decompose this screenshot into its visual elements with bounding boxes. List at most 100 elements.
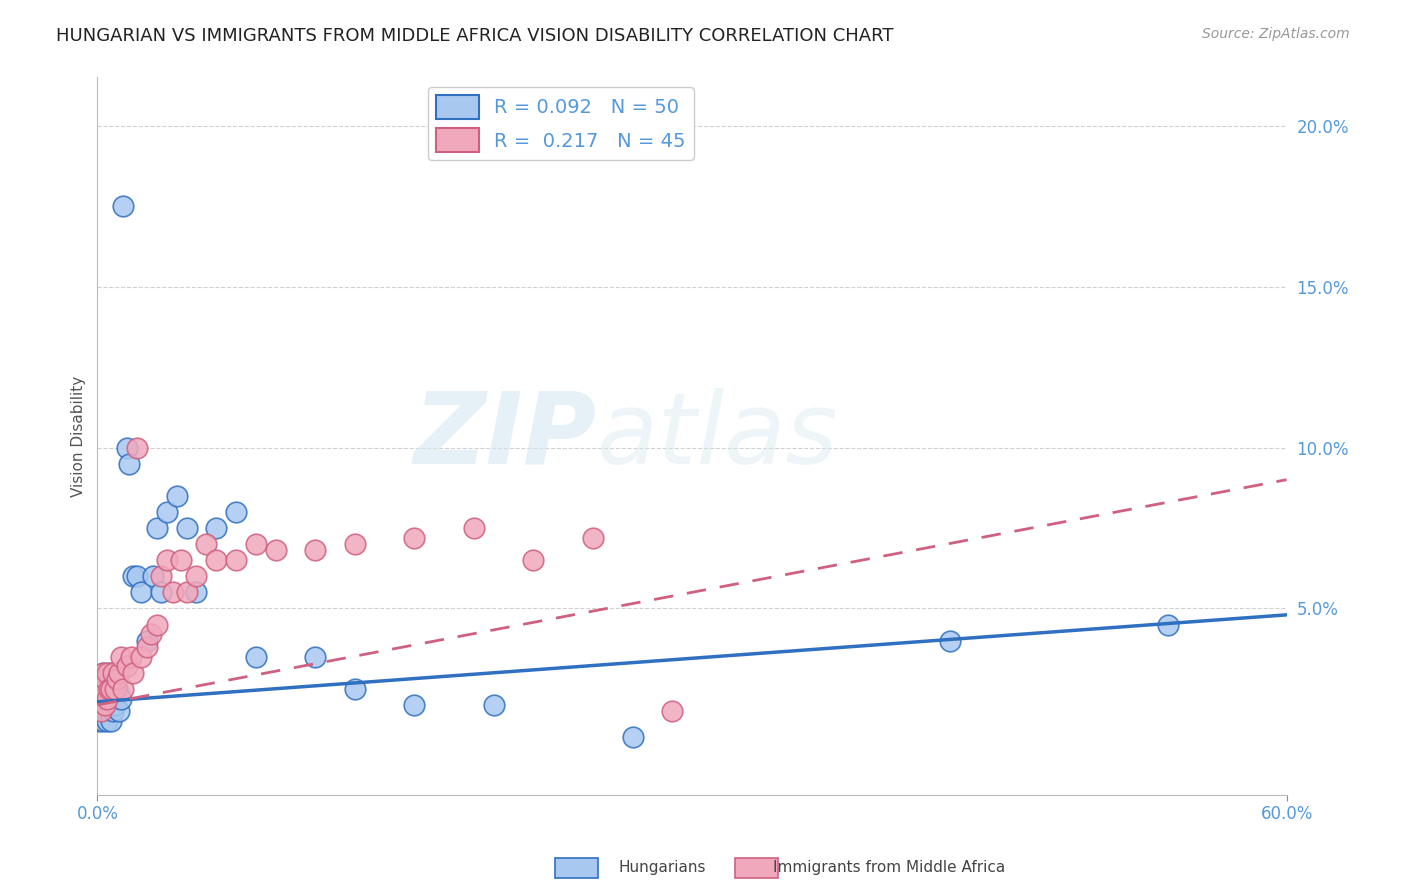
- Point: [103, 705, 125, 719]
- Point: [90, 681, 112, 696]
- Y-axis label: Vision Disability: Vision Disability: [72, 376, 86, 497]
- Point: [91, 665, 114, 680]
- Point: [522, 553, 544, 567]
- Point: [90, 691, 112, 706]
- Point: [110, 649, 132, 664]
- Legend: R = 0.092   N = 50, R =  0.217   N = 45: R = 0.092 N = 50, R = 0.217 N = 45: [429, 87, 693, 160]
- Point: [142, 569, 165, 583]
- Point: [100, 714, 122, 728]
- Point: [103, 665, 125, 680]
- Point: [621, 730, 644, 744]
- Point: [94, 691, 117, 706]
- Point: [100, 691, 122, 706]
- Point: [115, 659, 138, 673]
- Point: [156, 553, 179, 567]
- Point: [94, 705, 117, 719]
- Point: [96, 698, 118, 712]
- Point: [105, 681, 128, 696]
- Point: [661, 705, 683, 719]
- Point: [91, 681, 114, 696]
- Point: [91, 681, 114, 696]
- Point: [89, 698, 111, 712]
- Point: [1156, 617, 1178, 632]
- Point: [176, 521, 198, 535]
- Point: [89, 681, 111, 696]
- Point: [108, 705, 131, 719]
- Text: Hungarians: Hungarians: [619, 860, 706, 874]
- Point: [404, 698, 426, 712]
- Point: [404, 531, 426, 545]
- Point: [94, 698, 117, 712]
- Point: [125, 441, 148, 455]
- Point: [94, 672, 117, 686]
- Point: [169, 553, 191, 567]
- Point: [103, 681, 125, 696]
- Point: [166, 489, 188, 503]
- Point: [89, 714, 111, 728]
- Point: [125, 569, 148, 583]
- Point: [162, 585, 184, 599]
- Point: [118, 457, 141, 471]
- Text: Source: ZipAtlas.com: Source: ZipAtlas.com: [1202, 27, 1350, 41]
- Point: [245, 537, 267, 551]
- Point: [104, 698, 127, 712]
- Point: [582, 531, 605, 545]
- Point: [122, 665, 145, 680]
- Point: [135, 633, 157, 648]
- Point: [135, 640, 157, 654]
- Point: [91, 698, 114, 712]
- Point: [96, 691, 118, 706]
- Point: [89, 698, 111, 712]
- Point: [112, 199, 135, 213]
- Point: [98, 665, 121, 680]
- Point: [344, 681, 367, 696]
- Point: [304, 543, 326, 558]
- Point: [91, 714, 114, 728]
- Point: [96, 681, 118, 696]
- Point: [146, 617, 169, 632]
- Point: [139, 627, 162, 641]
- Point: [120, 649, 142, 664]
- Point: [94, 672, 117, 686]
- Point: [129, 649, 152, 664]
- Point: [225, 505, 247, 519]
- Point: [186, 569, 208, 583]
- Point: [90, 705, 112, 719]
- Point: [195, 537, 218, 551]
- Point: [225, 553, 247, 567]
- Point: [176, 585, 198, 599]
- Point: [938, 633, 960, 648]
- Point: [205, 553, 228, 567]
- Text: Immigrants from Middle Africa: Immigrants from Middle Africa: [773, 860, 1005, 874]
- Point: [104, 681, 127, 696]
- Point: [112, 681, 135, 696]
- Point: [146, 521, 169, 535]
- Point: [90, 672, 112, 686]
- Point: [100, 681, 122, 696]
- Point: [264, 543, 287, 558]
- Point: [91, 665, 114, 680]
- Point: [129, 585, 152, 599]
- Point: [149, 569, 172, 583]
- Text: HUNGARIAN VS IMMIGRANTS FROM MIDDLE AFRICA VISION DISABILITY CORRELATION CHART: HUNGARIAN VS IMMIGRANTS FROM MIDDLE AFRI…: [56, 27, 894, 45]
- Point: [96, 665, 118, 680]
- Point: [105, 672, 128, 686]
- Point: [304, 649, 326, 664]
- Point: [108, 665, 131, 680]
- Point: [463, 521, 485, 535]
- Text: atlas: atlas: [596, 388, 838, 484]
- Point: [149, 585, 172, 599]
- Point: [482, 698, 505, 712]
- Point: [122, 569, 145, 583]
- Point: [90, 705, 112, 719]
- Point: [344, 537, 367, 551]
- Point: [110, 691, 132, 706]
- Point: [96, 714, 118, 728]
- Point: [245, 649, 267, 664]
- Point: [105, 665, 128, 680]
- Point: [205, 521, 228, 535]
- Point: [115, 441, 138, 455]
- Point: [156, 505, 179, 519]
- Point: [90, 691, 112, 706]
- Point: [98, 705, 121, 719]
